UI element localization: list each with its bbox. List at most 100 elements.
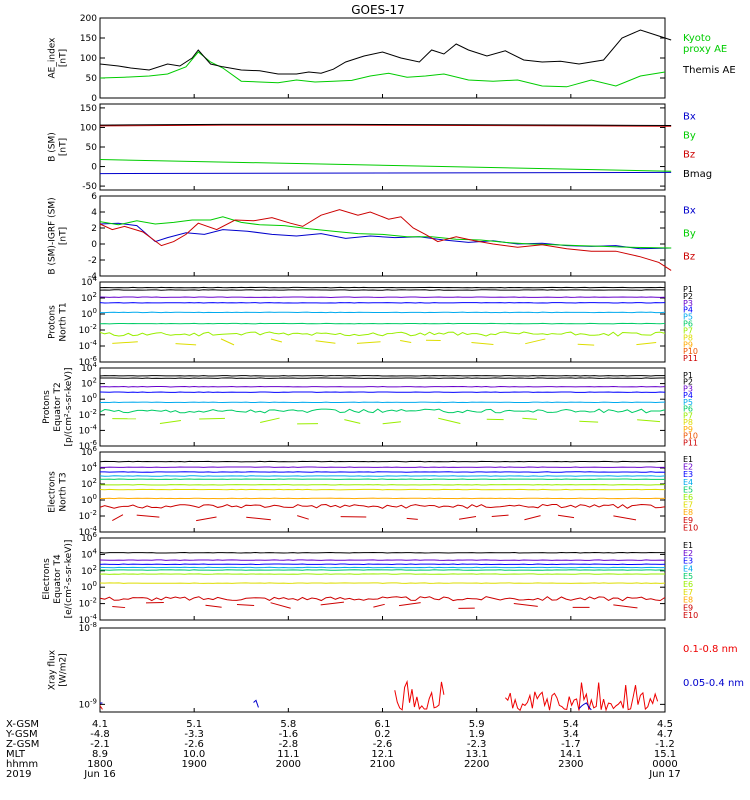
- x-row-label: Z-GSM: [6, 739, 39, 750]
- x-row-label: Y-GSM: [5, 729, 38, 740]
- x-tick-label: -1.6: [279, 729, 299, 740]
- y-tick-label: -2: [88, 256, 97, 266]
- legend-p4: P4: [683, 306, 693, 315]
- legend-e7: E7: [683, 501, 693, 510]
- y-tick-label: 200: [80, 14, 97, 24]
- legend-p6: P6: [683, 405, 693, 414]
- y-tick-label: 10-4: [79, 525, 98, 538]
- legend-p10: P10: [683, 347, 698, 356]
- x-row-label: X-GSM: [6, 719, 39, 730]
- x-tick-label: 11.1: [277, 749, 299, 760]
- x-tick-label: 1900: [181, 759, 206, 770]
- y-tick-label: 104: [81, 275, 97, 288]
- legend-0-05-0-4-nm: 0.05-0.4 nm: [683, 678, 744, 689]
- legend-bx: Bx: [683, 206, 696, 217]
- series-line-e9: [99, 596, 666, 602]
- y-tick-label: 0: [91, 163, 97, 173]
- y-tick-label: 0: [91, 240, 97, 250]
- series-segment-p8: [112, 341, 138, 344]
- legend-e9: E9: [683, 516, 693, 525]
- legend-e5: E5: [683, 485, 693, 494]
- legend-e10: E10: [683, 611, 698, 620]
- y-axis-label: [p/(cm²-s-sr-keV)]: [64, 368, 74, 447]
- y-axis-label: [nT]: [59, 138, 69, 156]
- series-segment-e10: [458, 516, 477, 520]
- x-tick-label: -4.8: [90, 729, 110, 740]
- series-segment-e10: [205, 604, 222, 608]
- legend-e2: E2: [683, 549, 693, 558]
- x-tick-label: -2.6: [184, 739, 204, 750]
- legend-e2: E2: [683, 463, 693, 472]
- legend-e5: E5: [683, 572, 693, 581]
- panel-4: 10-6 10-4 10-2 100 102 104 Protons North T1 P1P2…: [48, 275, 699, 368]
- legend-e4: E4: [683, 564, 693, 573]
- series-segment-e10: [320, 601, 345, 606]
- series-line-bx: [99, 171, 672, 175]
- series-line-by: [99, 216, 672, 249]
- series-line-themis-ae: [99, 29, 672, 75]
- legend-p3: P3: [683, 299, 693, 308]
- x-tick-label: 3.4: [563, 729, 579, 740]
- panel-frame: [99, 195, 666, 277]
- series-segment-e10: [524, 515, 541, 521]
- legend-e4: E4: [683, 478, 693, 487]
- series-segment-e10: [557, 514, 575, 519]
- series-segment-p7: [382, 421, 401, 425]
- series-line-bz: [99, 209, 672, 271]
- x-tick-label: 4.7: [657, 729, 673, 740]
- legend-p1: P1: [683, 371, 693, 380]
- x-tick-label: 5.4: [563, 719, 579, 730]
- x-tick-label: -2.1: [90, 739, 110, 750]
- panel-5: 10-6 10-4 10-2 100 102 104 Protons Equator T2 [p…: [42, 361, 698, 452]
- series-segment-p7: [522, 417, 537, 420]
- panel-2: -50 0 50 100 150 B (SM) [nT] Bx By Bz Bmag: [48, 103, 712, 192]
- x-tick-label: 14.1: [560, 749, 582, 760]
- y-tick-label: 102: [81, 564, 97, 577]
- x-tick-label: 5.8: [280, 719, 296, 730]
- panel-frame: [99, 103, 666, 191]
- y-tick-label: 10-2: [79, 509, 97, 522]
- legend-p10: P10: [683, 432, 698, 441]
- legend-p5: P5: [683, 398, 693, 407]
- legend-p11: P11: [683, 438, 698, 447]
- y-tick-label: 4: [91, 208, 97, 218]
- panel-8: 10-9 10-8 Xray flux [W/m2] 0.1-0.8 nm 0.05-0.…: [48, 621, 744, 713]
- legend-e6: E6: [683, 580, 693, 589]
- series-segment-p7: [344, 419, 361, 424]
- series-line-bz: [99, 124, 672, 127]
- x-tick-label: 10.0: [183, 749, 205, 760]
- legend-p6: P6: [683, 320, 693, 329]
- series-line-0-05-0-4-nm: [578, 702, 592, 711]
- y-tick-label: 100: [81, 392, 97, 405]
- y-axis-label: [nT]: [59, 227, 69, 245]
- legend-e10: E10: [683, 523, 698, 532]
- y-axis-label: Protons: [48, 305, 58, 339]
- y-axis-label: [nT]: [59, 49, 69, 67]
- series-segment-e10: [196, 516, 217, 522]
- x-row-label: 2019: [6, 769, 31, 780]
- y-tick-label: 100: [81, 493, 97, 506]
- legend-bz: Bz: [683, 251, 695, 262]
- series-segment-e10: [297, 515, 309, 520]
- x-tick-label: -3.3: [184, 729, 204, 740]
- series-line-0-1-0-8-nm: [504, 682, 659, 712]
- legend-p3: P3: [683, 384, 693, 393]
- series-line-by: [99, 159, 672, 172]
- series-segment-e10: [112, 606, 126, 609]
- legend-e6: E6: [683, 493, 693, 502]
- legend-0-1-0-8-nm: 0.1-0.8 nm: [683, 644, 738, 655]
- series-segment-p7: [260, 417, 280, 423]
- y-axis-label: Xray flux: [48, 649, 58, 690]
- x-row-label: hhmm: [6, 759, 38, 770]
- x-tick-label: Jun 17: [648, 769, 681, 780]
- series-segment-e10: [491, 514, 509, 518]
- y-axis-label: Electrons: [48, 471, 58, 513]
- panel-frame: [99, 451, 666, 533]
- x-tick-label: 1800: [87, 759, 112, 770]
- series-line-p6: [99, 408, 666, 414]
- x-tick-label: 2000: [276, 759, 301, 770]
- legend-p8: P8: [683, 418, 693, 427]
- series-line-kyoto: [99, 51, 666, 88]
